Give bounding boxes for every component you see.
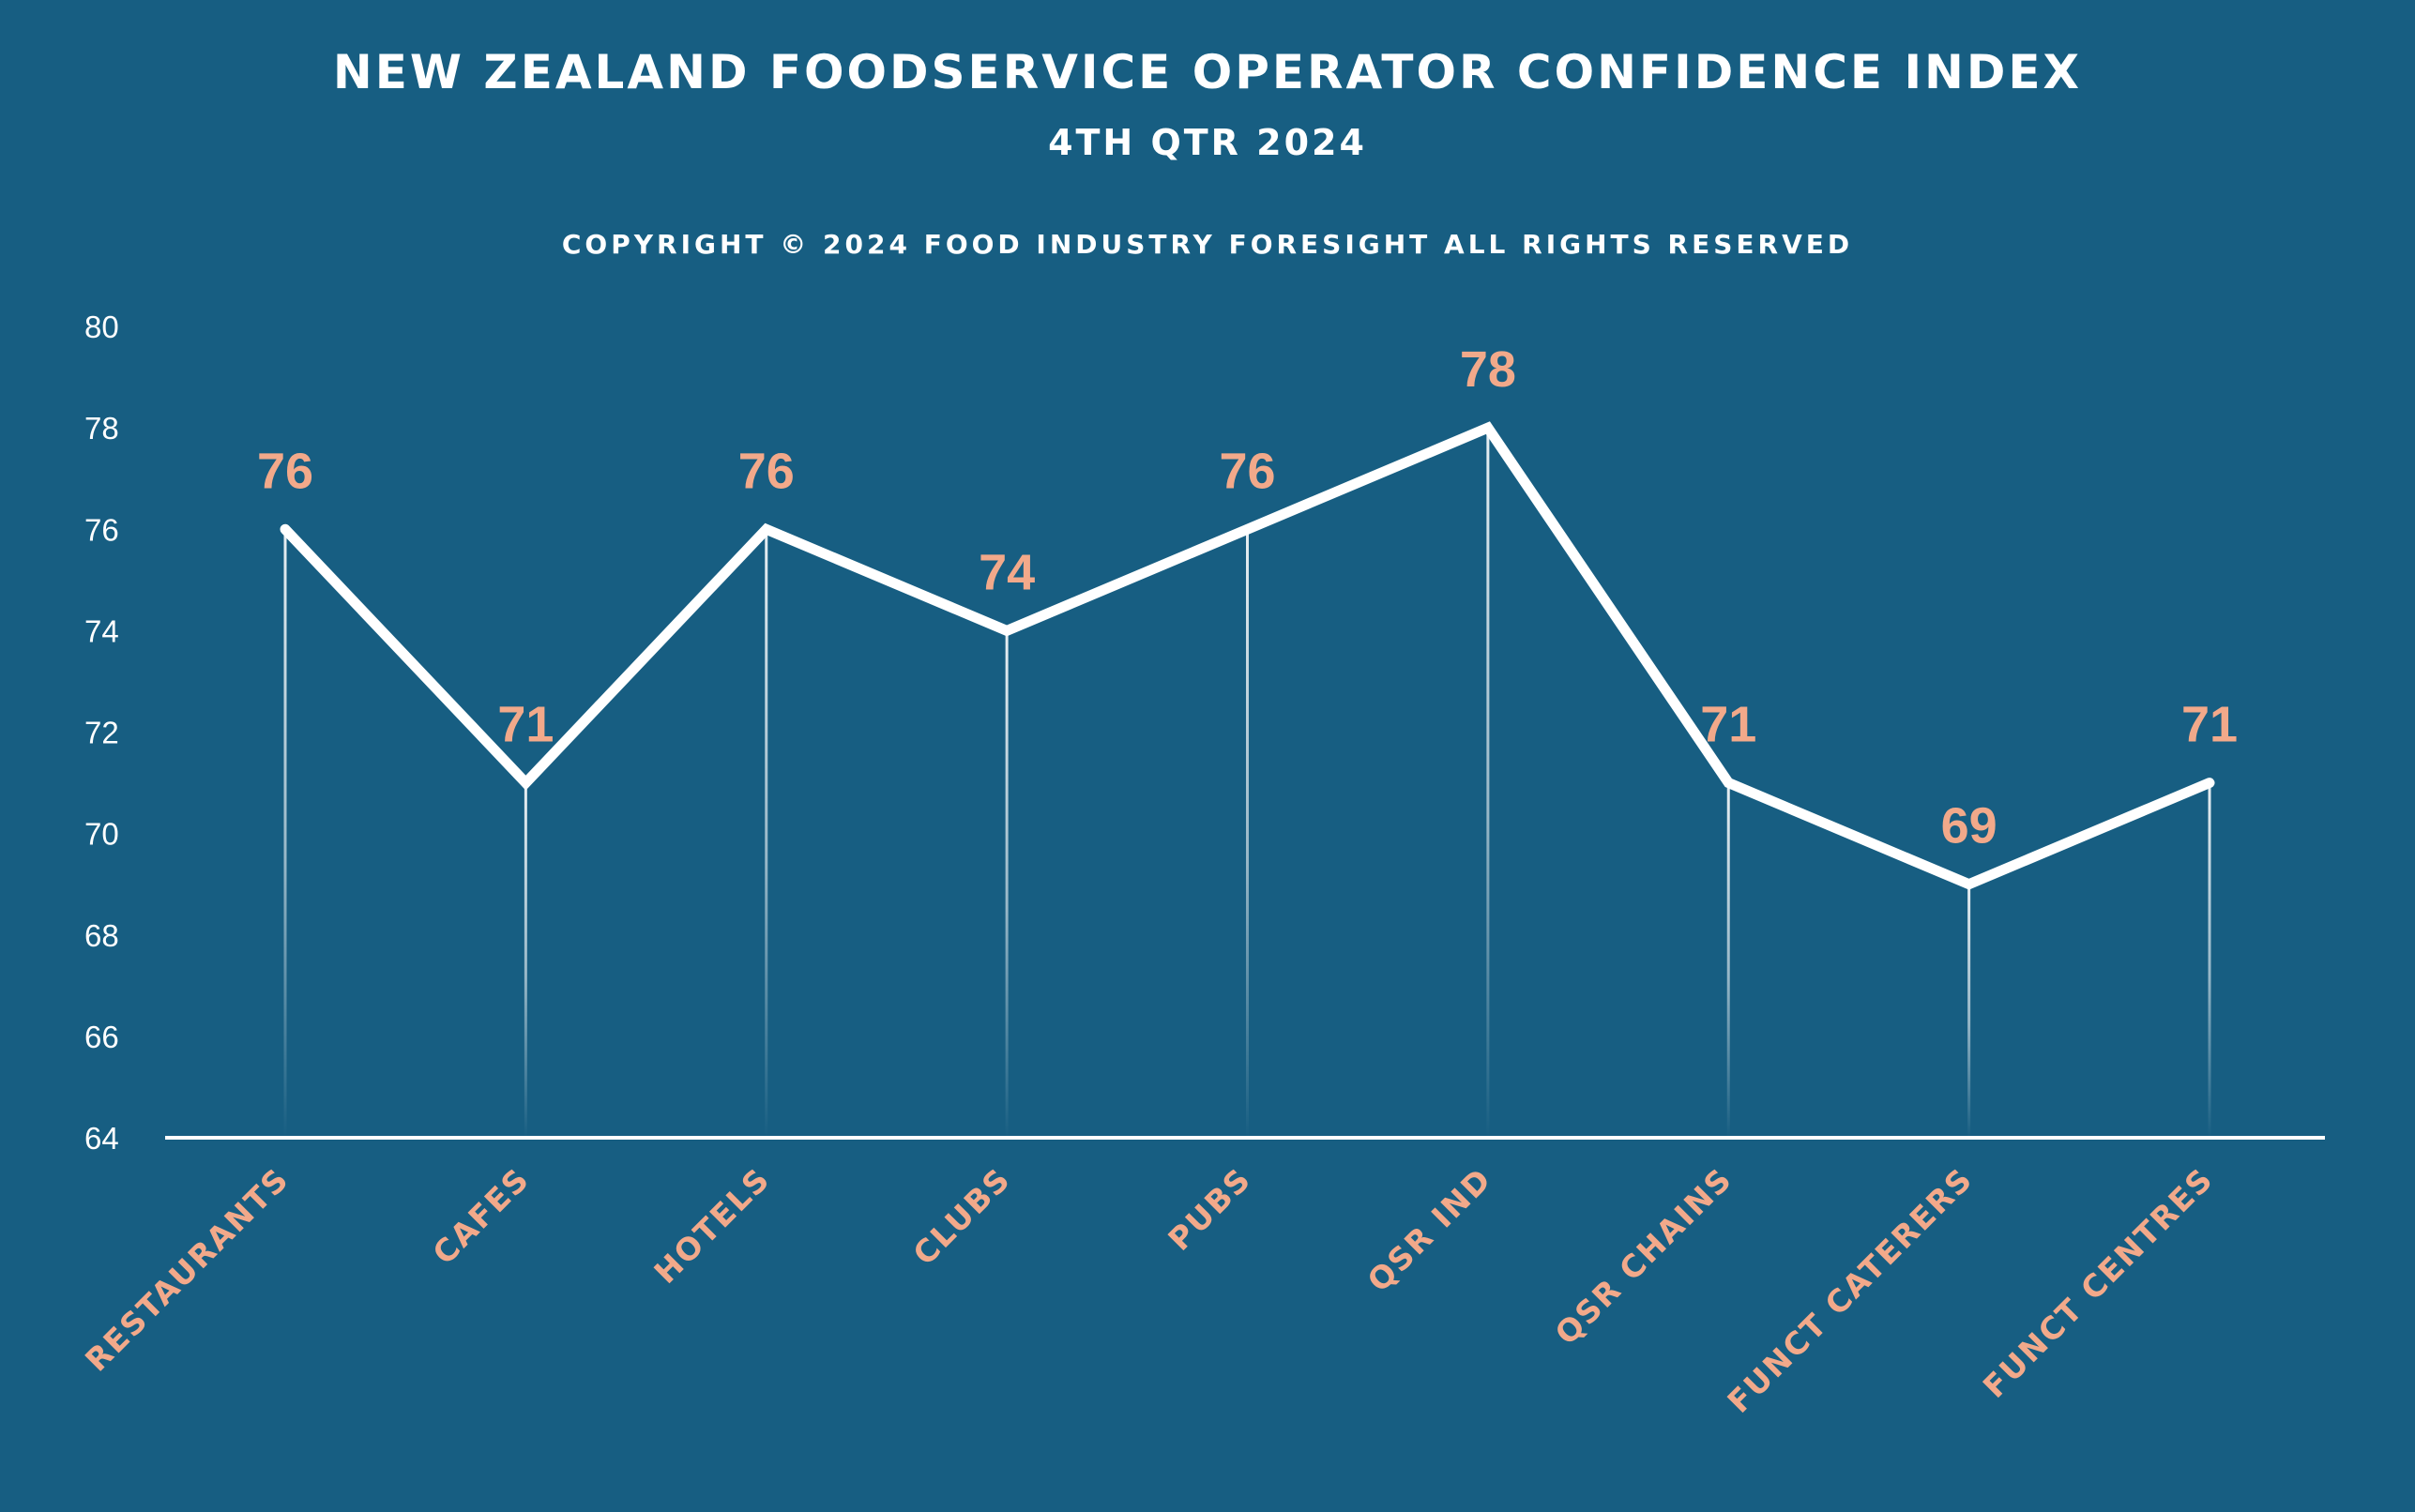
category-label: PUBS bbox=[1161, 1160, 1258, 1258]
drop-line bbox=[524, 782, 527, 1138]
data-label: 76 bbox=[257, 443, 313, 499]
y-axis-ticks: 64 66 68 70 72 74 76 78 80 bbox=[84, 310, 119, 1156]
data-label: 78 bbox=[1460, 341, 1516, 398]
data-label: 71 bbox=[497, 697, 554, 753]
category-label: FUNCT CENTRES bbox=[1976, 1160, 2221, 1405]
drop-line bbox=[1246, 529, 1249, 1138]
data-label: 69 bbox=[1941, 798, 1997, 854]
y-tick-label: 70 bbox=[84, 817, 119, 852]
category-label: QSR IND bbox=[1360, 1160, 1499, 1299]
copyright-notice: COPYRIGHT © 2024 FOOD INDUSTRY FORESIGHT… bbox=[561, 229, 1854, 260]
y-tick-label: 78 bbox=[84, 411, 119, 446]
y-tick-label: 74 bbox=[84, 613, 119, 648]
drop-line bbox=[2208, 782, 2211, 1138]
category-label: QSR CHAINS bbox=[1548, 1160, 1739, 1352]
data-label: 74 bbox=[979, 544, 1035, 600]
data-label: 71 bbox=[2181, 697, 2238, 753]
y-tick-label: 80 bbox=[84, 310, 119, 344]
category-label: FUNCT CATERERS bbox=[1720, 1160, 1980, 1420]
data-label: 76 bbox=[738, 443, 795, 499]
chart-subtitle: 4TH QTR 2024 bbox=[1048, 122, 1367, 163]
y-tick-label: 64 bbox=[84, 1121, 119, 1156]
drop-line bbox=[1967, 884, 1971, 1138]
y-tick-label: 76 bbox=[84, 512, 119, 547]
drop-lines bbox=[283, 428, 2211, 1138]
data-label: 71 bbox=[1700, 697, 1756, 753]
drop-line bbox=[283, 529, 287, 1138]
category-label: RESTAURANTS bbox=[78, 1160, 296, 1379]
chart-title: NEW ZEALAND FOODSERVICE OPERATOR CONFIDE… bbox=[332, 45, 2083, 99]
series-line bbox=[280, 421, 2215, 890]
data-labels: 76 71 76 74 76 78 71 69 71 bbox=[257, 341, 2238, 854]
data-label: 76 bbox=[1219, 443, 1275, 499]
category-label: CLUBS bbox=[905, 1160, 1017, 1272]
category-label: CAFES bbox=[426, 1160, 538, 1272]
category-label: HOTELS bbox=[646, 1160, 777, 1291]
drop-line bbox=[765, 529, 768, 1138]
drop-line bbox=[1005, 630, 1009, 1138]
category-labels: RESTAURANTS CAFES HOTELS CLUBS PUBS QSR IND QS… bbox=[78, 1160, 2221, 1420]
drop-line bbox=[1486, 428, 1490, 1138]
y-tick-label: 66 bbox=[84, 1020, 119, 1054]
y-tick-label: 72 bbox=[84, 716, 119, 750]
drop-line bbox=[1726, 782, 1730, 1138]
y-tick-label: 68 bbox=[84, 918, 119, 953]
